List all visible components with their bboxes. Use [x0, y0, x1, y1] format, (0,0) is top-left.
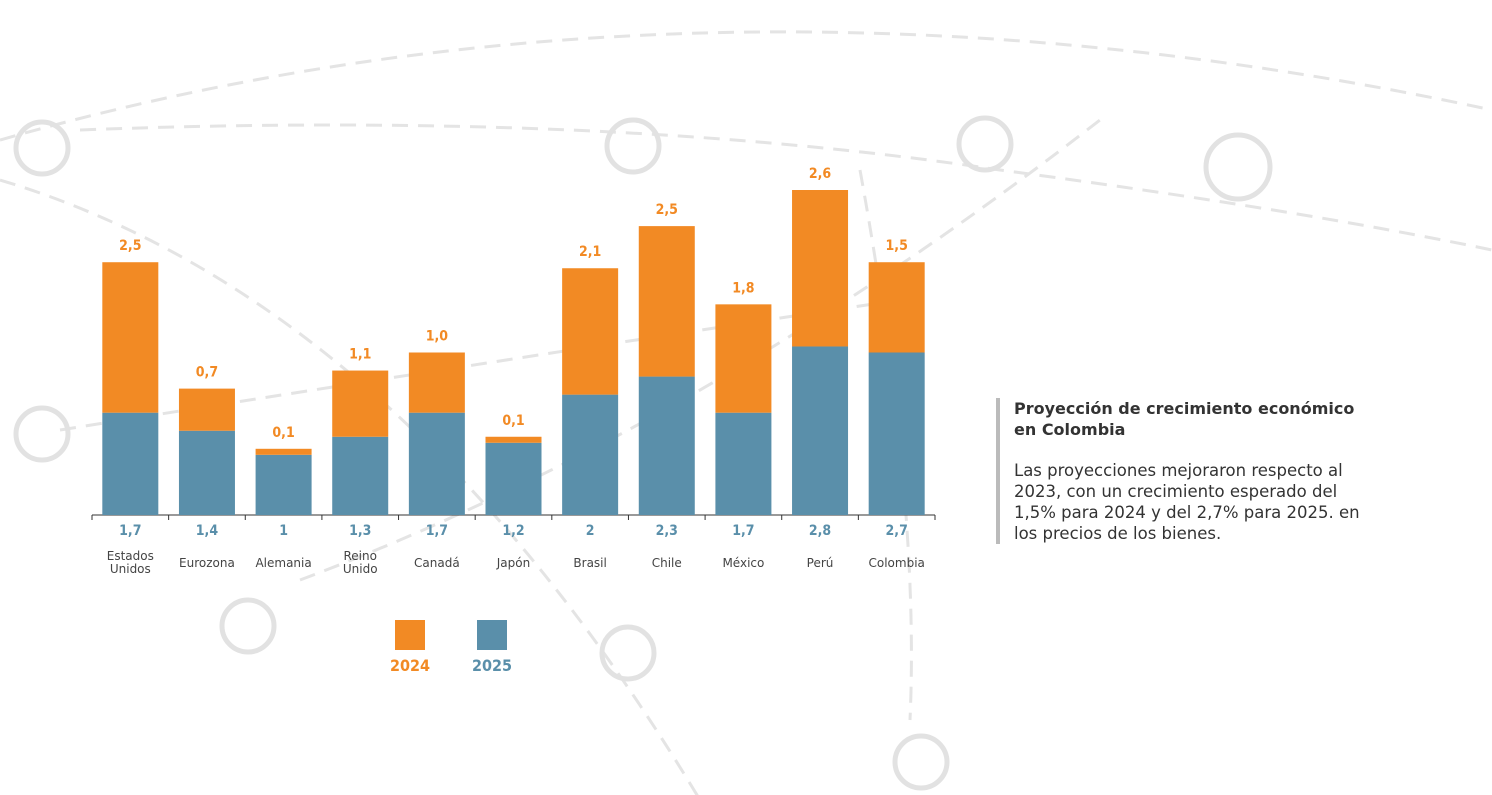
value-label: 2,6 — [809, 166, 832, 182]
x-tick-label: Colombia — [868, 556, 924, 570]
value-label: 0,1 — [272, 425, 294, 441]
value-label: 1,4 — [196, 523, 219, 539]
x-tick-label: Japón — [496, 556, 530, 570]
x-tick-label: Alemania — [255, 556, 311, 570]
plot: 2,5 1,7 Estados Unidos 0,7 1,4 Eurozona 0,1 1 Ale… — [91, 166, 936, 675]
value-label: 1,2 — [502, 523, 524, 539]
bar-segment — [562, 394, 619, 515]
bar-segment — [102, 262, 159, 413]
value-label: 1,3 — [349, 523, 371, 539]
bar-segment — [178, 388, 235, 431]
bar-segment — [408, 352, 465, 413]
bar-segment — [485, 436, 542, 443]
bar-segment — [255, 448, 312, 455]
value-label: 1,5 — [886, 238, 908, 254]
value-label: 2,5 — [656, 202, 678, 218]
dollar-icons — [13, 115, 1273, 791]
value-label: 1,7 — [119, 523, 141, 539]
bar-segment — [562, 268, 619, 395]
value-label: 1 — [279, 523, 288, 539]
legend-swatch — [395, 620, 425, 650]
value-label: 0,7 — [196, 365, 218, 381]
bar-segment — [715, 412, 772, 515]
bar-segment — [715, 304, 772, 413]
bar-segment — [792, 190, 849, 347]
bar-segment — [868, 262, 925, 353]
value-label: 2,3 — [656, 523, 678, 539]
bar-segment — [792, 346, 849, 515]
legend-label: 2024 — [390, 656, 430, 675]
value-label: 1,0 — [426, 329, 449, 345]
x-tick-label: Canadá — [414, 556, 460, 570]
bar-segment — [638, 226, 695, 377]
bar-segment — [178, 430, 235, 515]
x-tick-label: Perú — [807, 556, 834, 570]
value-label: 2,5 — [119, 238, 141, 254]
x-tick-label: Eurozona — [179, 556, 235, 570]
x-tick-label: Brasil — [573, 556, 606, 570]
legend-label: 2025 — [472, 656, 512, 675]
bar-segment — [638, 376, 695, 515]
bar-segment — [332, 436, 389, 515]
value-label: 2 — [586, 523, 595, 539]
value-label: 1,7 — [426, 523, 448, 539]
legend-swatch — [477, 620, 507, 650]
panel-title: Proyección de crecimiento económico en C… — [1014, 399, 1355, 439]
value-label: 1,8 — [732, 280, 754, 296]
x-tick-label: México — [722, 556, 764, 570]
x-tick-label: Estados Unidos — [107, 549, 154, 576]
panel-body: Las proyecciones mejoraron respecto al 2… — [1014, 461, 1360, 543]
background-decoration — [0, 30, 1492, 795]
value-label: 2,7 — [886, 523, 908, 539]
bar-segment — [485, 442, 542, 515]
x-tick-label: Reino Unido — [343, 549, 378, 576]
bar-segment — [868, 352, 925, 515]
value-label: 0,1 — [502, 413, 524, 429]
x-tick-label: Chile — [652, 556, 682, 570]
bar-segment — [102, 412, 159, 515]
bar-segment — [408, 412, 465, 515]
bar-segment — [255, 454, 312, 515]
value-label: 2,1 — [579, 244, 601, 260]
value-label: 1,7 — [732, 523, 754, 539]
bar-segment — [332, 370, 389, 437]
info-panel: Proyección de crecimiento económico en C… — [996, 398, 1374, 544]
value-label: 1,1 — [349, 347, 371, 363]
value-label: 2,8 — [809, 523, 831, 539]
